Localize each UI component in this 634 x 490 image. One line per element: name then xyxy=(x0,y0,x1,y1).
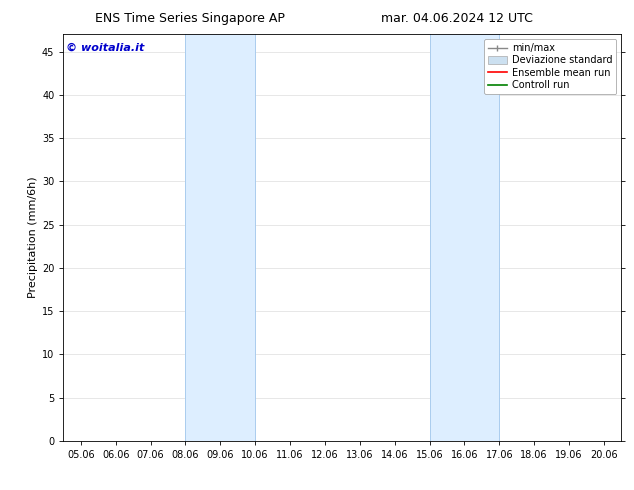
Bar xyxy=(429,34,500,441)
Text: mar. 04.06.2024 12 UTC: mar. 04.06.2024 12 UTC xyxy=(380,12,533,25)
Legend: min/max, Deviazione standard, Ensemble mean run, Controll run: min/max, Deviazione standard, Ensemble m… xyxy=(484,39,616,94)
Text: © woitalia.it: © woitalia.it xyxy=(66,43,145,52)
Text: ENS Time Series Singapore AP: ENS Time Series Singapore AP xyxy=(95,12,285,25)
Y-axis label: Precipitation (mm/6h): Precipitation (mm/6h) xyxy=(28,177,37,298)
Bar xyxy=(185,34,255,441)
